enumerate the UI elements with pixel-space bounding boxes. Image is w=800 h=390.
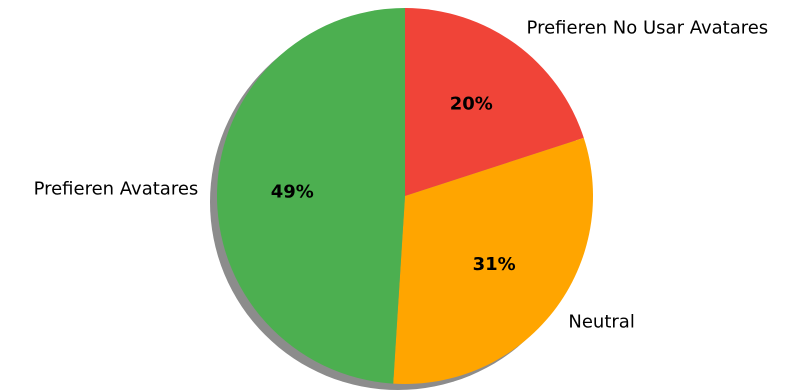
pie-slice-category-label: Neutral [568, 312, 634, 333]
pie-slice-category-label: Prefieren No Usar Avatares [527, 18, 769, 39]
pie-slice-percent-label: 31% [473, 254, 516, 275]
pie-labels: 20% Prefieren No Usar Avatares 31% Neutral 4… [34, 18, 769, 333]
pie-slice-prefieren-no-usar-avatares [405, 8, 584, 196]
pie-slice-percent-label: 20% [450, 94, 493, 115]
pie-slice-percent-label: 49% [271, 181, 314, 202]
pie-slice-prefieren-avatares [217, 8, 405, 384]
pie-slice-neutral [393, 137, 593, 384]
pie-slices [217, 8, 593, 384]
pie-slice-category-label: Prefieren Avatares [34, 179, 199, 200]
